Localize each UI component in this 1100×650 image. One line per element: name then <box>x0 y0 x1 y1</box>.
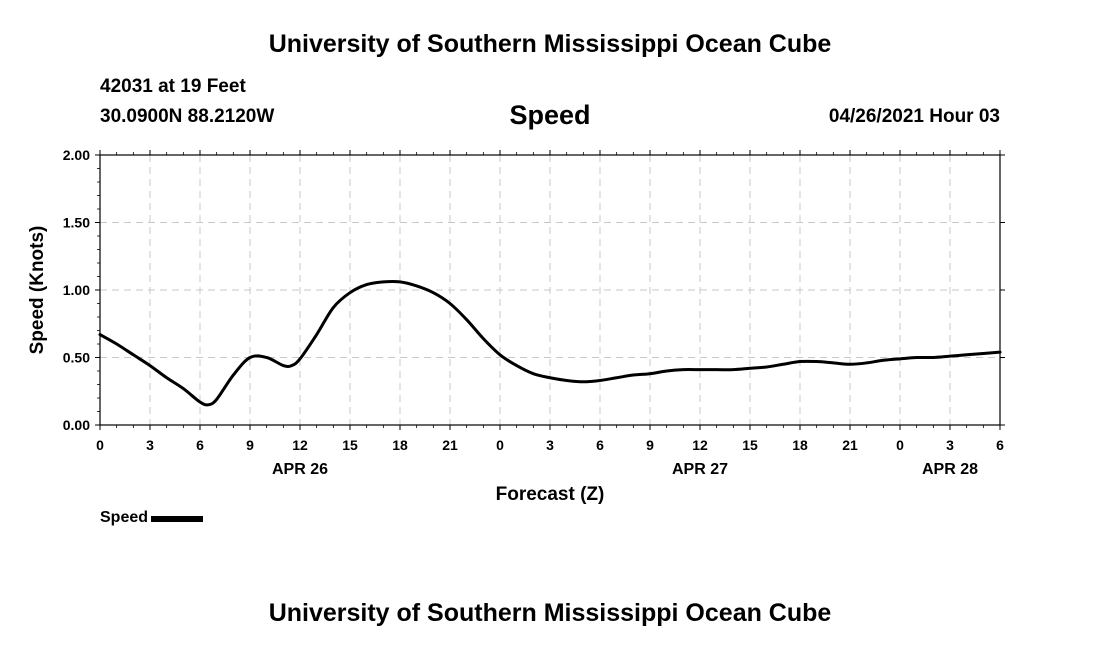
x-axis-title: Forecast (Z) <box>496 484 605 505</box>
series-line-speed <box>98 279 1002 407</box>
footer-title: University of Southern Mississippi Ocean… <box>268 599 832 627</box>
y-axis-title: Speed (Knots) <box>27 226 48 355</box>
y-tick-label: 0.00 <box>63 417 90 433</box>
x-tick-label: 9 <box>646 437 654 453</box>
x-tick-label: 6 <box>196 437 204 453</box>
x-tick-label: 12 <box>292 437 308 453</box>
page-title: University of Southern Mississippi Ocean… <box>268 30 832 58</box>
x-tick-label: 21 <box>442 437 458 453</box>
datetime-label: 04/26/2021 Hour 03 <box>828 106 1000 127</box>
x-tick-label: 18 <box>392 437 408 453</box>
x-tick-label: 3 <box>946 437 954 453</box>
y-tick-label: 1.50 <box>63 215 90 231</box>
x-tick-label: 3 <box>546 437 554 453</box>
date-label: APR 27 <box>672 461 728 478</box>
x-tick-label: 21 <box>842 437 858 453</box>
x-tick-label: 0 <box>896 437 904 453</box>
y-tick-label: 2.00 <box>63 147 90 163</box>
chart-legend: Speed <box>100 509 204 527</box>
x-tick-label: 6 <box>996 437 1004 453</box>
y-tick-label: 1.00 <box>63 282 90 298</box>
coordinates-label: 30.0900N 88.2120W <box>100 106 275 127</box>
x-tick-label: 0 <box>496 437 504 453</box>
legend-swatch <box>151 516 204 522</box>
x-tick-label: 0 <box>96 437 104 453</box>
x-tick-label: 9 <box>246 437 254 453</box>
date-label: APR 28 <box>922 461 978 478</box>
date-label: APR 26 <box>272 461 328 478</box>
y-tick-label: 0.50 <box>63 350 90 366</box>
x-tick-label: 6 <box>596 437 604 453</box>
x-tick-label: 3 <box>146 437 154 453</box>
x-tick-label: 15 <box>342 437 358 453</box>
variable-title: Speed <box>509 100 591 130</box>
x-tick-label: 12 <box>692 437 708 453</box>
legend-label: Speed <box>100 509 149 526</box>
x-tick-label: 15 <box>742 437 758 453</box>
x-tick-label: 18 <box>792 437 808 453</box>
station-label: 42031 at 19 Feet <box>100 76 246 97</box>
